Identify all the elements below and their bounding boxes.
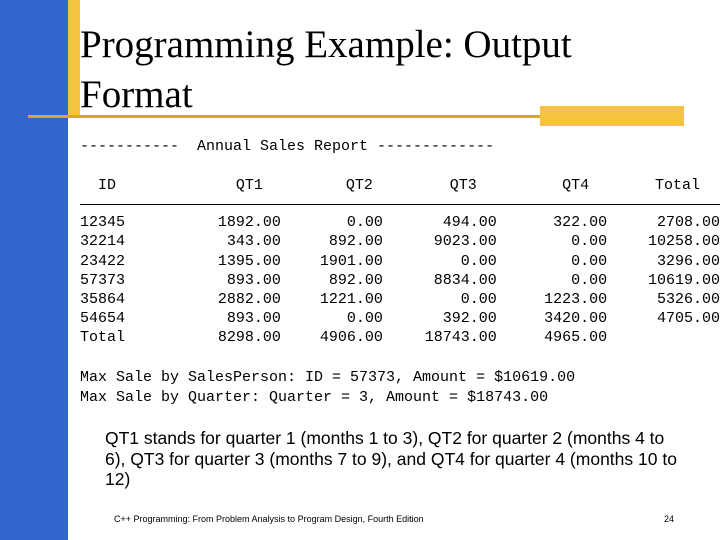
table-cell: 1901.00 [319,252,383,270]
column-header: ID [80,176,175,206]
table-cell: 1223.00 [544,291,608,309]
table-row: 32214 343.00 892.00 9023.00 0.00 10258.0… [80,232,720,251]
table-cell: 35864 [80,291,126,309]
column-header: Total [607,176,720,206]
table-cell: 1892.00 [217,214,281,232]
table-cell: 8834.00 [433,271,497,289]
table-cell: 4965.00 [544,329,608,347]
table-cell: 2882.00 [217,291,281,309]
table-cell: 54654 [80,310,126,328]
table-row: 54654 893.00 0.00 392.00 3420.00 4705.00 [80,309,720,328]
table-cell: 4705.00 [656,310,720,328]
table-cell: 0.00 [346,214,383,232]
table-cell: 32214 [80,233,126,251]
max-sale-by-quarter: Max Sale by Quarter: Quarter = 3, Amount… [80,388,549,406]
table-cell: 392.00 [442,310,497,328]
table-cell: 0.00 [571,271,608,289]
column-header: QT1 [174,176,281,206]
table-header-row: ID QT1 QT2 QT3 QT4 Total [80,176,720,206]
table-cell: 12345 [80,214,126,232]
table-row: 57373 893.00 892.00 8834.00 0.00 10619.0… [80,271,720,290]
table-cell: 18743.00 [424,329,497,347]
table-cell: 892.00 [328,271,383,289]
table-cell: 10258.00 [647,233,720,251]
table-cell [607,328,720,347]
sales-report-table: ID QT1 QT2 QT3 QT4 Total 12345 1892.00 0… [80,176,720,348]
table-cell: 23422 [80,252,126,270]
table-cell: 0.00 [460,291,497,309]
report-header: ----------- Annual Sales Report --------… [80,138,495,155]
column-header: QT2 [280,176,383,206]
quarter-note: QT1 stands for quarter 1 (months 1 to 3)… [105,428,677,489]
table-cell: 892.00 [328,233,383,251]
table-cell: Total [80,329,126,347]
table-row: 35864 2882.00 1221.00 0.00 1223.00 5326.… [80,290,720,309]
table-cell: 8298.00 [217,329,281,347]
table-total-row: Total 8298.00 4906.00 18743.00 4965.00 [80,328,720,347]
table-cell: 494.00 [442,214,497,232]
table-cell: 2708.00 [656,214,720,232]
table-row: 23422 1395.00 1901.00 0.00 0.00 3296.00 [80,252,720,271]
title-accent-bar [68,0,80,118]
column-header: QT4 [496,176,608,206]
table-cell: 9023.00 [433,233,497,251]
table-cell: 3420.00 [544,310,608,328]
table-cell: 343.00 [226,233,281,251]
table-cell: 893.00 [226,310,281,328]
table-cell: 10619.00 [647,271,720,289]
column-header: QT3 [382,176,497,206]
table-cell: 1221.00 [319,291,383,309]
max-sale-by-salesperson: Max Sale by SalesPerson: ID = 57373, Amo… [80,369,576,386]
table-cell: 3296.00 [656,252,720,270]
slide-footer: C++ Programming: From Problem Analysis t… [114,514,424,524]
table-cell: 0.00 [346,310,383,328]
page-number: 24 [664,514,675,524]
table-cell: 0.00 [460,252,497,270]
table-cell: 0.00 [571,233,608,251]
table-cell: 893.00 [226,271,281,289]
title-accent-box [540,106,684,126]
table-cell: 322.00 [553,214,608,232]
title-underline [28,115,542,118]
table-row: 12345 1892.00 0.00 494.00 322.00 2708.00 [80,205,720,233]
sidebar-accent-bar [0,0,68,540]
table-cell: 0.00 [571,252,608,270]
table-cell: 5326.00 [656,291,720,309]
slide-title: Programming Example: Output Format [80,23,572,116]
table-cell: 4906.00 [319,329,383,347]
table-cell: 1395.00 [217,252,281,270]
table-cell: 57373 [80,271,126,289]
max-sale-summary: Max Sale by SalesPerson: ID = 57373, Amo… [80,368,575,407]
